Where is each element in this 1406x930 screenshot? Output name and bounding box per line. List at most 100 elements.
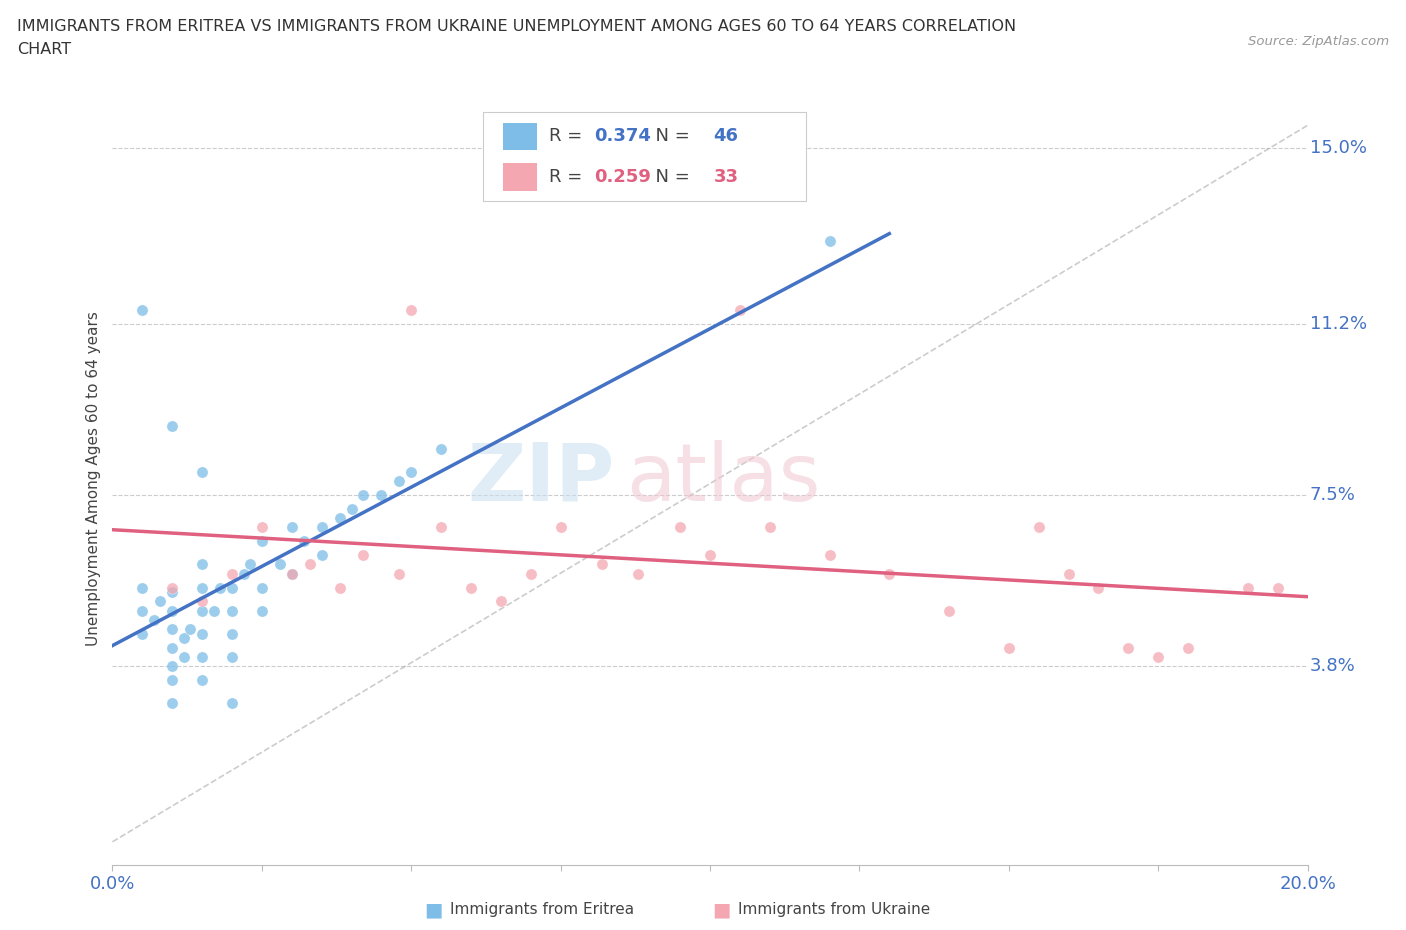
- FancyBboxPatch shape: [484, 113, 806, 201]
- Point: [221, 604, 243, 618]
- Point: [550, 520, 572, 535]
- Bar: [503, 163, 537, 191]
- Text: N =: N =: [644, 127, 696, 145]
- Point: [1237, 580, 1260, 595]
- Text: atlas: atlas: [627, 440, 821, 518]
- Point: [191, 465, 214, 480]
- Text: N =: N =: [644, 168, 696, 186]
- Point: [191, 594, 214, 609]
- Point: [938, 604, 960, 618]
- Point: [233, 566, 256, 581]
- Point: [311, 520, 333, 535]
- Point: [250, 604, 273, 618]
- Text: ZIP: ZIP: [467, 440, 614, 518]
- Text: 33: 33: [714, 168, 738, 186]
- Bar: [503, 123, 537, 151]
- Point: [1147, 649, 1170, 664]
- Point: [209, 580, 232, 595]
- Text: 3.8%: 3.8%: [1310, 658, 1355, 675]
- Point: [173, 649, 195, 664]
- Point: [1028, 520, 1050, 535]
- Point: [221, 649, 243, 664]
- Y-axis label: Unemployment Among Ages 60 to 64 years: Unemployment Among Ages 60 to 64 years: [86, 312, 101, 646]
- Point: [202, 604, 225, 618]
- Point: [340, 501, 363, 516]
- Point: [162, 672, 183, 687]
- Point: [1118, 640, 1140, 655]
- Text: R =: R =: [548, 168, 588, 186]
- Text: 0.374: 0.374: [595, 127, 651, 145]
- Point: [250, 534, 273, 549]
- Point: [353, 487, 375, 502]
- Text: CHART: CHART: [17, 42, 70, 57]
- Point: [520, 566, 543, 581]
- Text: 0.259: 0.259: [595, 168, 651, 186]
- Point: [592, 557, 614, 572]
- Point: [627, 566, 650, 581]
- Text: IMMIGRANTS FROM ERITREA VS IMMIGRANTS FROM UKRAINE UNEMPLOYMENT AMONG AGES 60 TO: IMMIGRANTS FROM ERITREA VS IMMIGRANTS FR…: [17, 19, 1017, 33]
- Text: ■: ■: [425, 900, 443, 919]
- Point: [1177, 640, 1199, 655]
- Point: [131, 626, 153, 641]
- Point: [879, 566, 901, 581]
- Point: [430, 442, 453, 457]
- Point: [329, 511, 352, 525]
- Point: [191, 580, 214, 595]
- Point: [818, 233, 841, 248]
- Point: [239, 557, 262, 572]
- Point: [998, 640, 1021, 655]
- Point: [221, 626, 243, 641]
- Text: 11.2%: 11.2%: [1310, 315, 1367, 333]
- Point: [250, 580, 273, 595]
- Point: [281, 566, 304, 581]
- Point: [162, 580, 183, 595]
- Point: [269, 557, 291, 572]
- Point: [388, 566, 411, 581]
- Point: [191, 672, 214, 687]
- Point: [191, 626, 214, 641]
- Text: Immigrants from Eritrea: Immigrants from Eritrea: [450, 902, 634, 917]
- Point: [1267, 580, 1289, 595]
- Point: [191, 604, 214, 618]
- Point: [298, 557, 321, 572]
- Text: 7.5%: 7.5%: [1310, 486, 1355, 504]
- Point: [221, 580, 243, 595]
- Point: [401, 465, 423, 480]
- Point: [699, 548, 721, 563]
- Point: [388, 473, 411, 488]
- Point: [370, 487, 392, 502]
- Point: [131, 580, 153, 595]
- Text: ■: ■: [713, 900, 731, 919]
- Point: [818, 548, 841, 563]
- Text: R =: R =: [548, 127, 588, 145]
- Point: [162, 658, 183, 673]
- Point: [311, 548, 333, 563]
- Point: [1087, 580, 1109, 595]
- Point: [162, 640, 183, 655]
- Point: [162, 585, 183, 600]
- Point: [430, 520, 453, 535]
- Point: [131, 303, 153, 318]
- Point: [292, 534, 315, 549]
- Point: [179, 622, 201, 637]
- Point: [489, 594, 512, 609]
- Point: [281, 520, 304, 535]
- Point: [250, 520, 273, 535]
- Point: [329, 580, 352, 595]
- Point: [221, 566, 243, 581]
- Point: [221, 696, 243, 711]
- Text: Immigrants from Ukraine: Immigrants from Ukraine: [738, 902, 931, 917]
- Point: [173, 631, 195, 645]
- Point: [131, 604, 153, 618]
- Text: Source: ZipAtlas.com: Source: ZipAtlas.com: [1249, 35, 1389, 48]
- Point: [149, 594, 172, 609]
- Point: [162, 696, 183, 711]
- Point: [143, 613, 166, 628]
- Point: [191, 557, 214, 572]
- Point: [759, 520, 782, 535]
- Point: [728, 303, 751, 318]
- Point: [162, 418, 183, 433]
- Text: 46: 46: [714, 127, 738, 145]
- Point: [191, 649, 214, 664]
- Point: [162, 604, 183, 618]
